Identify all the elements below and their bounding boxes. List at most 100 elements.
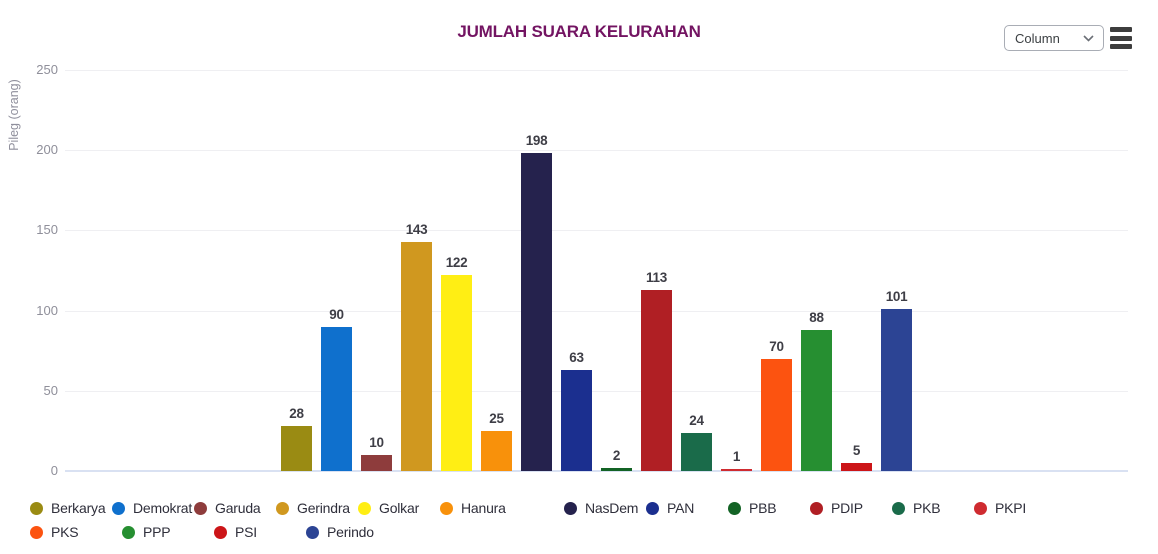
legend-item-golkar[interactable]: Golkar — [358, 500, 440, 516]
legend-item-pks[interactable]: PKS — [30, 524, 122, 540]
legend-marker — [122, 525, 135, 539]
y-tick-label: 250 — [36, 62, 58, 77]
legend-marker — [440, 501, 453, 515]
legend-item-label: Golkar — [379, 500, 420, 516]
legend-marker — [892, 501, 905, 515]
bar-hanura[interactable]: 25 — [481, 411, 512, 471]
legend-item-pkpi[interactable]: PKPI — [974, 500, 1056, 516]
legend-item-hanura[interactable]: Hanura — [440, 500, 522, 516]
legend-item-label: PKB — [913, 500, 941, 516]
chevron-down-icon — [1083, 34, 1094, 42]
bar-pks[interactable]: 70 — [761, 339, 792, 471]
bar-berkarya[interactable]: 28 — [281, 406, 312, 471]
bar-value-label: 28 — [289, 406, 304, 422]
legend-item-label: Garuda — [215, 500, 261, 516]
menu-bar — [1110, 35, 1132, 41]
legend-item-garuda[interactable]: Garuda — [194, 500, 276, 516]
legend-item-ppp[interactable]: PPP — [122, 524, 214, 540]
legend-row: PKS PPP PSI Perindo — [30, 520, 1140, 544]
legend-item-gerindra[interactable]: Gerindra — [276, 500, 358, 516]
bar-pan[interactable]: 63 — [561, 350, 592, 471]
bar-value-label: 143 — [405, 221, 428, 237]
bar-value-label: 24 — [689, 412, 704, 428]
y-tick-label: 0 — [50, 463, 58, 478]
bar-psi[interactable]: 5 — [841, 443, 872, 471]
bar-pkpi[interactable]: 1 — [721, 449, 752, 471]
legend-item-psi[interactable]: PSI — [214, 524, 306, 540]
gridline — [65, 70, 1128, 71]
bar-value-label: 2 — [612, 447, 621, 463]
legend-item-label: PDIP — [831, 500, 863, 516]
legend-marker — [974, 501, 987, 515]
legend-item-label: PPP — [143, 524, 171, 540]
bar-garuda[interactable]: 10 — [361, 435, 392, 471]
gridline — [65, 230, 1128, 232]
bar-pdip[interactable]: 113 — [641, 270, 672, 471]
bar-pbb[interactable]: 2 — [601, 448, 632, 471]
legend-item-label: Gerindra — [297, 500, 350, 516]
legend-item-label: NasDem — [585, 500, 639, 516]
gridline — [65, 470, 1128, 472]
legend-item-perindo[interactable]: Perindo — [306, 524, 398, 540]
legend-marker — [194, 501, 207, 515]
y-tick-label: 100 — [36, 302, 58, 318]
bar-perindo[interactable]: 101 — [881, 289, 912, 471]
legend-item-nasdem[interactable]: NasDem — [564, 500, 646, 516]
legend-marker — [564, 501, 577, 515]
chart-title: JUMLAH SUARA KELURAHAN — [457, 22, 701, 41]
legend-item-demokrat[interactable]: Demokrat — [112, 500, 194, 516]
legend-marker — [214, 525, 227, 539]
bar-nasdem[interactable]: 198 — [521, 133, 552, 471]
bar-value-label: 90 — [329, 306, 344, 322]
legend-item-label: PBB — [749, 500, 777, 516]
bar-demokrat[interactable]: 90 — [321, 307, 352, 471]
menu-bar — [1110, 44, 1132, 49]
bar-value-label: 88 — [809, 309, 824, 325]
legend-marker — [30, 525, 43, 539]
bar-pkb[interactable]: 24 — [681, 413, 712, 471]
legend-item-pbb[interactable]: PBB — [728, 500, 810, 516]
legend-item-pan[interactable]: PAN — [646, 500, 728, 516]
legend-item-label: Perindo — [327, 524, 374, 540]
legend-item-label: Demokrat — [133, 500, 193, 516]
bar-gerindra[interactable]: 143 — [401, 222, 432, 471]
legend-row: Berkarya Demokrat Garuda Gerindra Golkar Hanu… — [30, 496, 1140, 520]
bar-value-label: 1 — [732, 449, 741, 465]
bar-ppp[interactable]: 88 — [801, 310, 832, 471]
legend-item-label: Hanura — [461, 500, 506, 516]
legend-marker — [810, 501, 823, 515]
legend-item-label: PAN — [667, 500, 695, 516]
legend-item-pdip[interactable]: PDIP — [810, 500, 892, 516]
legend: Berkarya Demokrat Garuda Gerindra Golkar Hanu… — [30, 496, 1140, 544]
legend-item-label: PKPI — [995, 500, 1027, 516]
bar-value-label: 25 — [489, 410, 504, 426]
bar-value-label: 10 — [369, 434, 384, 450]
legend-marker — [358, 501, 371, 515]
bar-value-label: 70 — [769, 338, 784, 354]
legend-marker — [728, 501, 741, 515]
bar-golkar[interactable]: 122 — [441, 255, 472, 471]
legend-item-pkb[interactable]: PKB — [892, 500, 974, 516]
bar-value-label: 113 — [646, 269, 667, 285]
bar-value-label: 5 — [852, 442, 861, 458]
legend-item-label: Berkarya — [51, 500, 106, 516]
y-tick-label: 200 — [36, 142, 58, 158]
legend-marker — [646, 501, 659, 515]
chart-type-select-value: Column — [1015, 30, 1060, 46]
chart-type-select[interactable]: Column — [1004, 25, 1104, 51]
legend-item-label: PKS — [51, 524, 79, 540]
legend-item-berkarya[interactable]: Berkarya — [30, 500, 112, 516]
legend-marker — [306, 525, 319, 539]
bar-value-label: 198 — [525, 133, 548, 149]
y-tick-label: 150 — [36, 222, 58, 238]
bar-value-label: 101 — [885, 289, 908, 304]
gridline — [65, 390, 1128, 392]
legend-marker — [30, 501, 43, 515]
gridline — [65, 150, 1128, 152]
y-tick-label: 50 — [43, 382, 58, 398]
legend-marker — [112, 501, 125, 515]
hamburger-menu-icon[interactable] — [1110, 27, 1134, 49]
bars-container: 28 90 10 143 122 25 198 63 2 113 24 1 70 88 5 101 — [65, 70, 1128, 471]
